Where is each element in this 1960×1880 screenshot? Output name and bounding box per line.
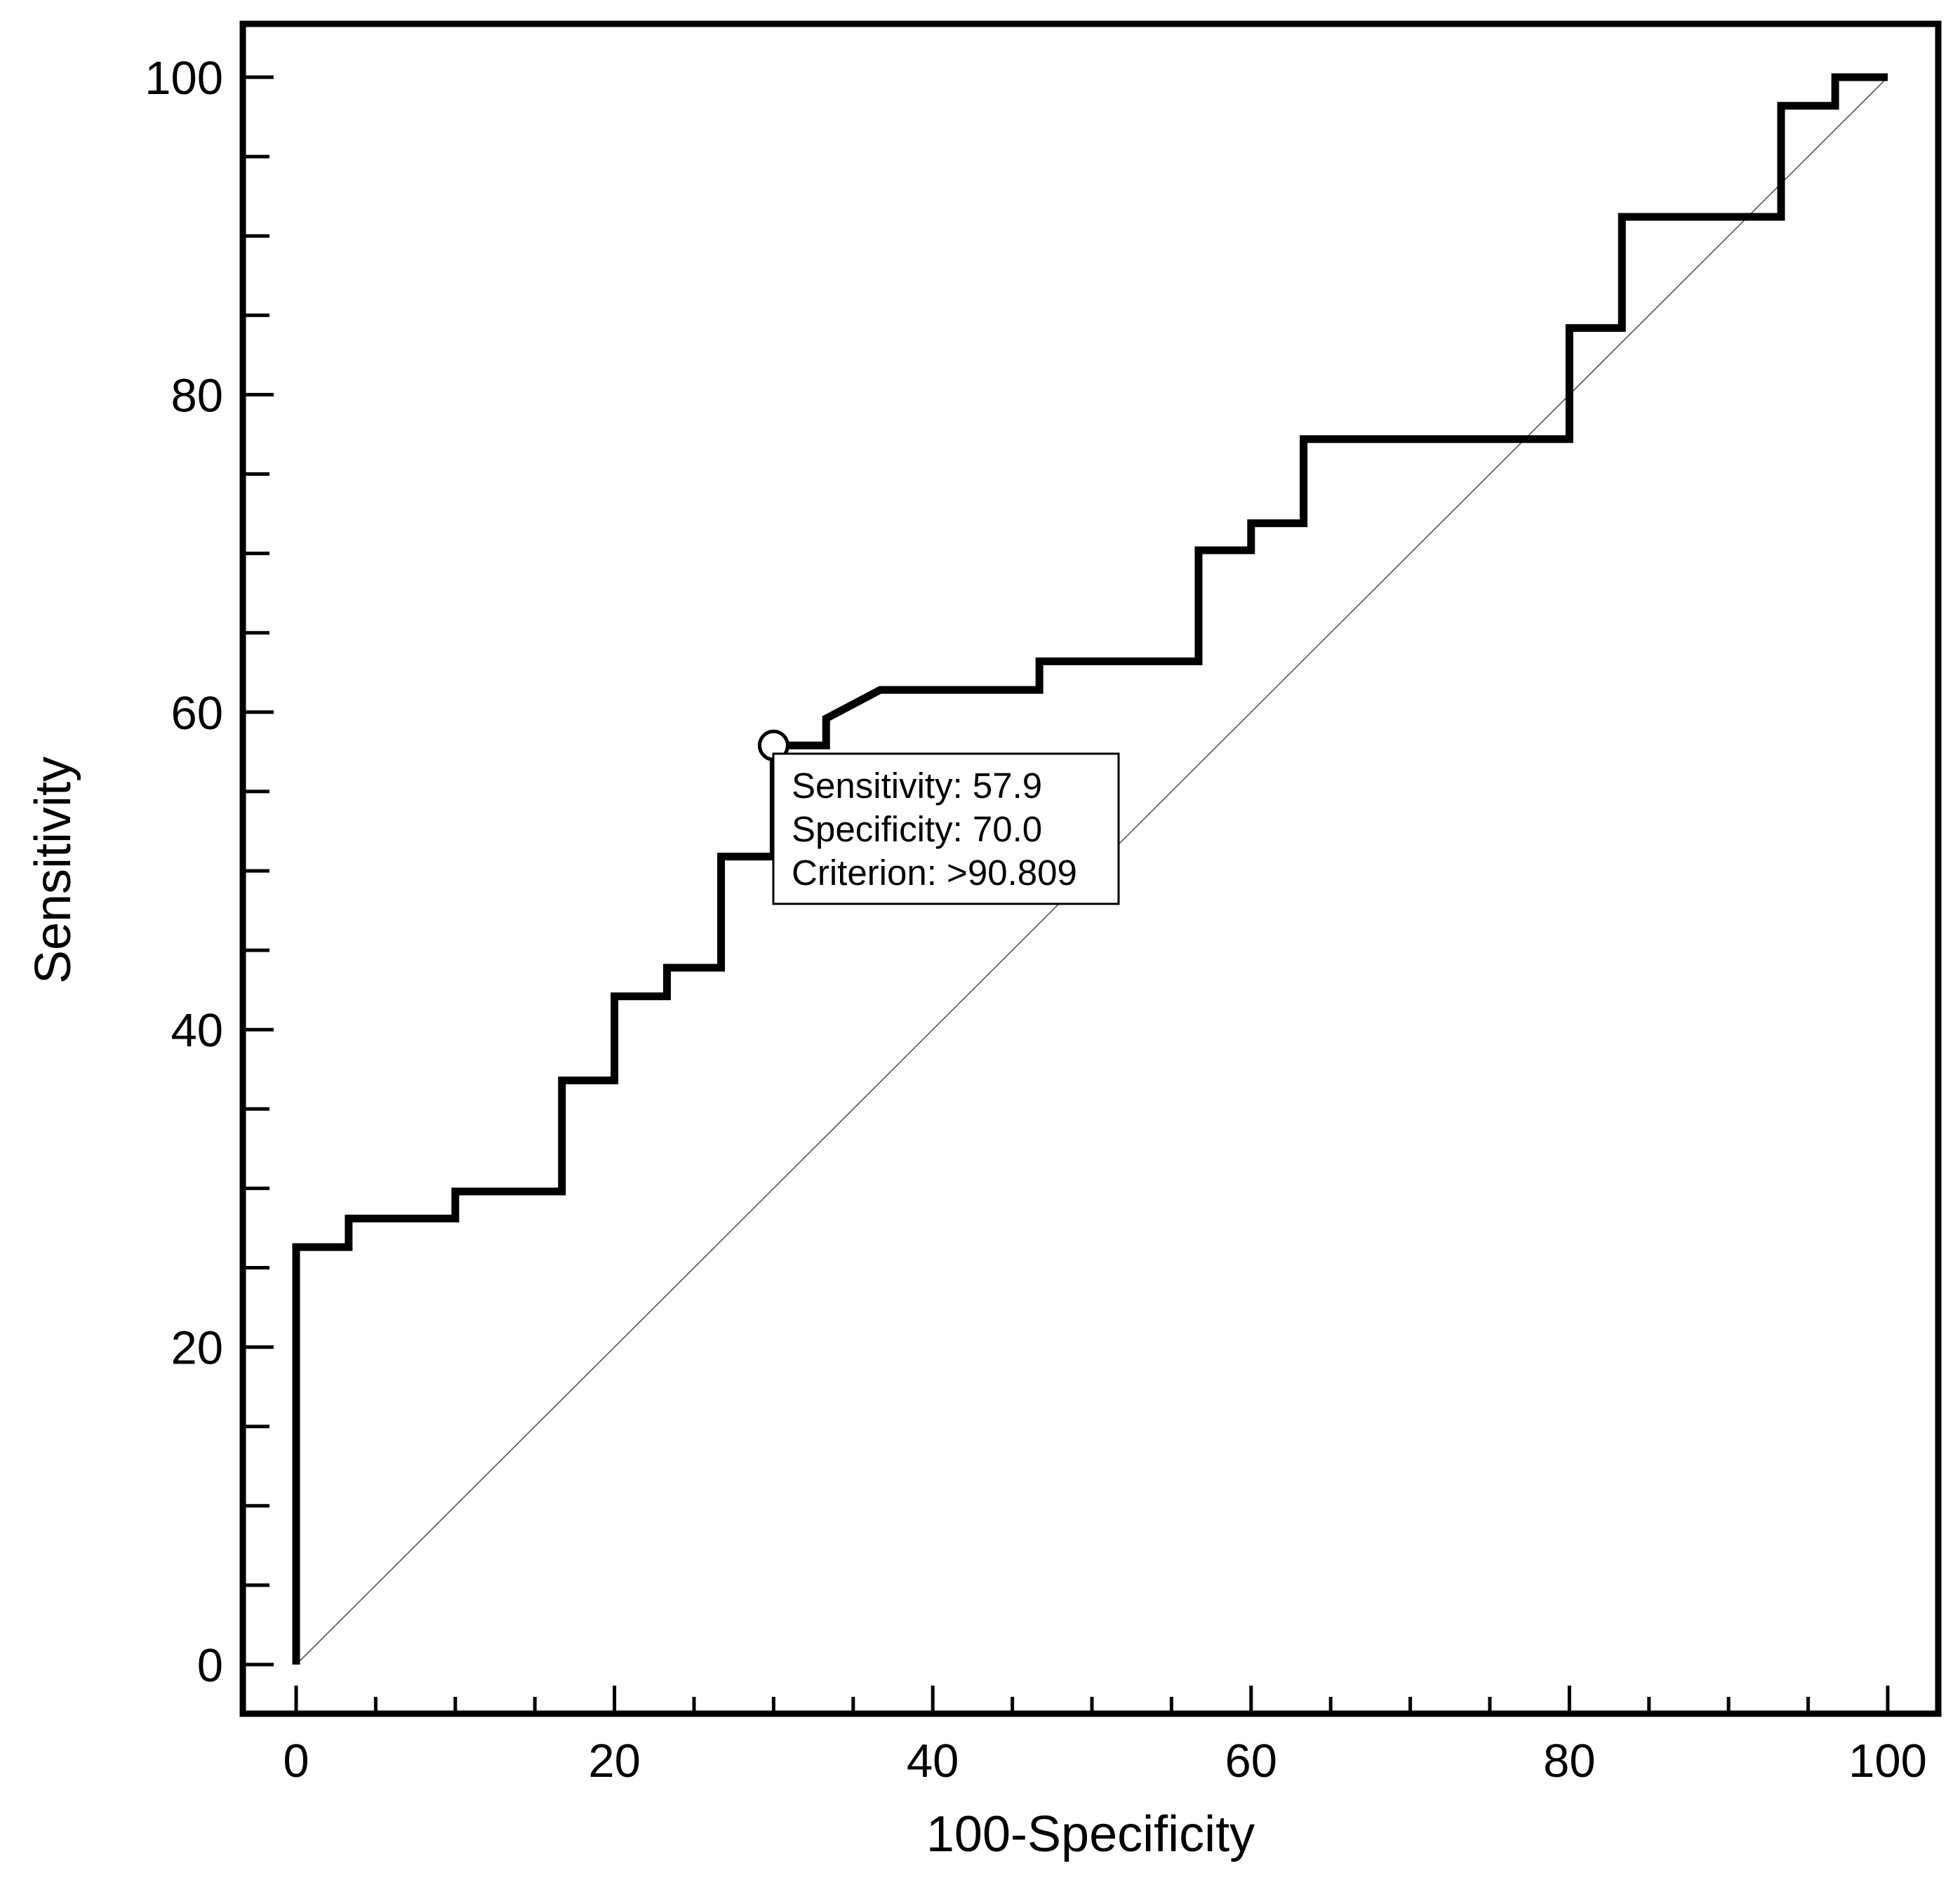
- x-tick-label: 0: [283, 1735, 309, 1787]
- roc-curve-layer: [292, 73, 1888, 1665]
- criterion-tooltip: Sensitivity: 57.9 Specificity: 70.0 Crit…: [772, 752, 1120, 905]
- x-tick-label: 80: [1543, 1735, 1596, 1787]
- y-axis-title: Sensitivity: [25, 756, 81, 984]
- y-tick-label: 100: [145, 52, 223, 105]
- axis-ticks: [243, 75, 1890, 1714]
- x-tick-label: 20: [588, 1735, 641, 1787]
- tooltip-sensitivity: Sensitivity: 57.9: [792, 766, 1042, 806]
- y-tick-label: 40: [171, 1004, 223, 1057]
- x-tick-label: 60: [1225, 1735, 1278, 1787]
- y-tick-label: 60: [171, 687, 223, 740]
- roc-curve-line: [292, 73, 1888, 1665]
- x-axis-title: 100-Specificity: [926, 1806, 1255, 1862]
- x-tick-label: 40: [907, 1735, 959, 1787]
- y-tick-label: 80: [171, 369, 223, 422]
- y-tick-labels: 0 20 40 60 80 100: [145, 52, 223, 1692]
- x-tick-label: 100: [1848, 1735, 1927, 1787]
- tooltip-box: [772, 752, 1120, 905]
- y-tick-label: 0: [197, 1639, 223, 1692]
- tooltip-criterion: Criterion: >90.809: [792, 853, 1077, 893]
- y-tick-label: 20: [171, 1322, 223, 1375]
- x-tick-labels: 0 20 40 60 80 100: [283, 1735, 1927, 1787]
- tooltip-specificity: Specificity: 70.0: [792, 809, 1042, 849]
